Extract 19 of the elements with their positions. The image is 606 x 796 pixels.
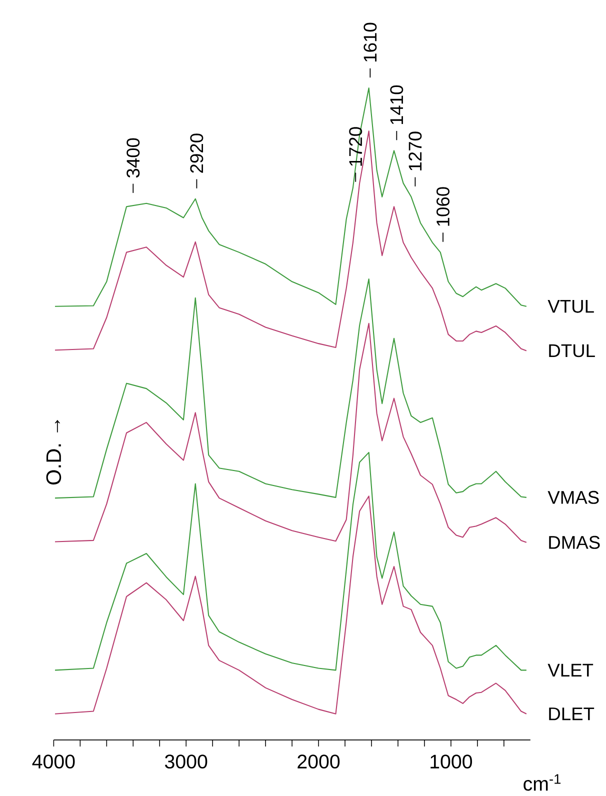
x-tick-label: 1000	[430, 754, 472, 769]
series-label: VLET	[548, 664, 594, 676]
annotation: 1410	[390, 85, 404, 124]
series-label: DTUL	[549, 344, 595, 358]
annotation: 3400	[126, 138, 140, 178]
x-tick-label: 2000	[298, 754, 340, 769]
y-axis-title: O.D. →	[46, 420, 62, 485]
series-label: DLET	[549, 708, 594, 720]
series-label: VMAS	[548, 490, 599, 504]
x-tick-label: 3000	[165, 754, 208, 769]
x-axis-title: cm$^{-1}$	[524, 774, 561, 791]
annotation: 1270	[408, 132, 422, 170]
series-label: DMAS	[549, 536, 600, 549]
annotation: 1720	[349, 127, 362, 166]
annotation: 1060	[436, 187, 450, 226]
series-label: VTUL	[548, 300, 594, 313]
x-tick-label: 4000	[32, 754, 75, 769]
annotation: 1610	[364, 22, 377, 62]
annotation: 2920	[190, 134, 204, 173]
